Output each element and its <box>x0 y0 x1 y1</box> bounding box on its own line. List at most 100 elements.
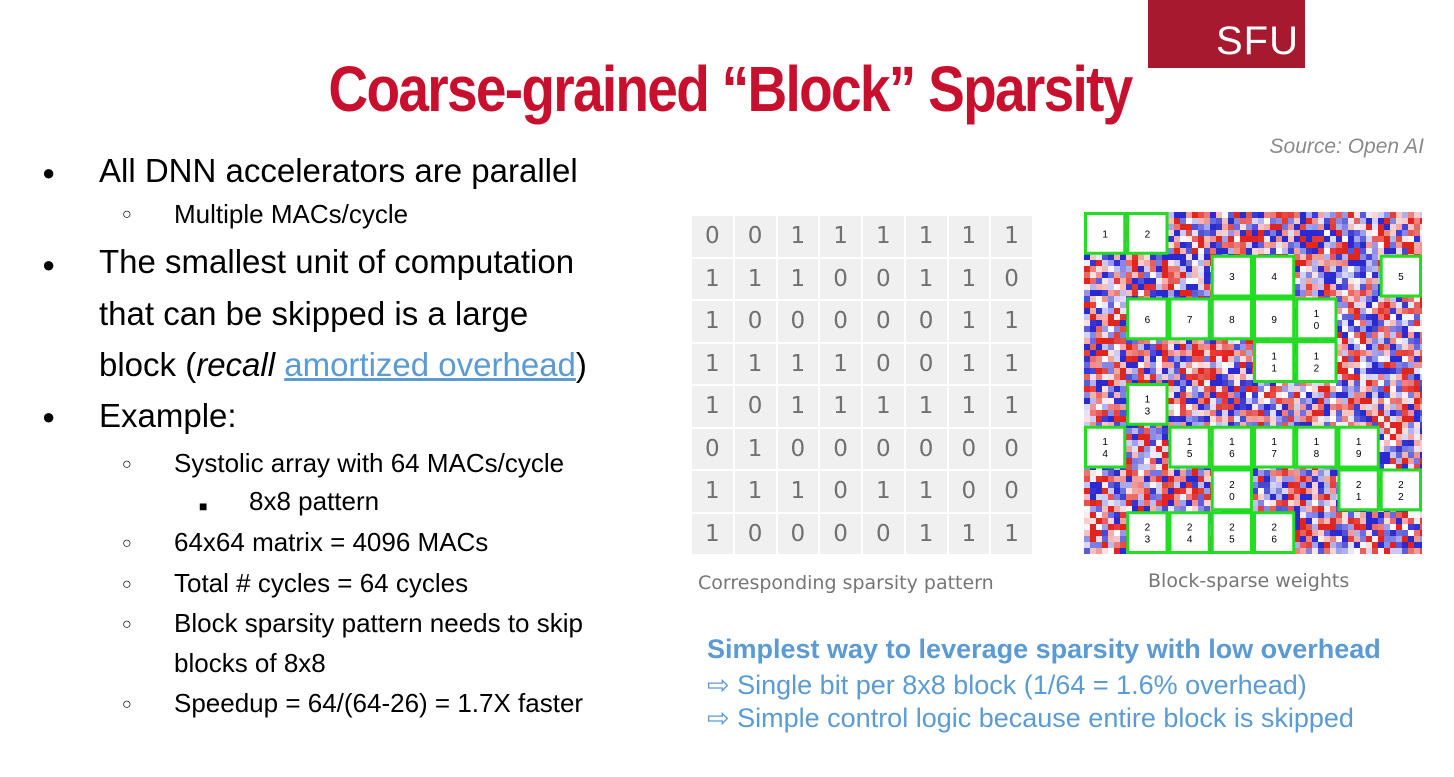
pattern-cell: 1 <box>692 513 733 554</box>
pattern-cell: 0 <box>734 386 776 427</box>
pattern-cell: 0 <box>777 301 819 342</box>
pattern-cell: 1 <box>991 513 1032 554</box>
pattern-cell: 1 <box>692 386 733 427</box>
sparse-block: 7 <box>1168 297 1211 341</box>
sparse-block: 24 <box>1168 511 1211 554</box>
block-label: 6 <box>1145 315 1151 326</box>
sparse-block: 9 <box>1253 297 1296 341</box>
pattern-cell: 0 <box>777 513 819 554</box>
pattern-cell: 0 <box>820 471 861 512</box>
block-label: 1 <box>1271 352 1277 363</box>
bullet-circle-icon: ○ <box>122 456 132 473</box>
block-label: 2 <box>1398 480 1404 491</box>
pattern-cell: 1 <box>991 386 1032 427</box>
block-label: 6 <box>1271 535 1277 546</box>
pattern-cell: 0 <box>734 301 776 342</box>
sparse-block: 1 <box>1084 212 1127 255</box>
block-label: 8 <box>1314 449 1320 460</box>
sparsity-pattern-caption: Corresponding sparsity pattern <box>698 572 994 594</box>
pattern-cell: 1 <box>991 216 1032 257</box>
block-label: 2 <box>1187 523 1193 534</box>
block-text: block ( <box>99 346 197 383</box>
bullet-parallel: All DNN accelerators are parallel <box>99 152 578 189</box>
block-label: 6 <box>1229 449 1235 460</box>
block-label: 1 <box>1102 229 1108 240</box>
block-label: 2 <box>1271 523 1277 534</box>
pattern-cell: 1 <box>948 386 990 427</box>
sub-bullet-systolic: Systolic array with 64 MACs/cycle <box>174 448 565 478</box>
pattern-cell: 0 <box>820 428 861 469</box>
slide-title: Coarse-grained “Block” Sparsity <box>328 53 1133 125</box>
pattern-cell: 1 <box>692 258 733 299</box>
sub-bullet-matrix: 64x64 matrix = 4096 MACs <box>174 527 489 557</box>
block-label: 2 <box>1314 364 1320 375</box>
sparse-block: 19 <box>1337 425 1380 469</box>
block-label: 3 <box>1145 535 1151 546</box>
sparse-block: 12 <box>1295 340 1338 383</box>
pattern-cell: 1 <box>820 386 861 427</box>
callout-title: Simplest way to leverage sparsity with l… <box>707 634 1381 664</box>
block-label: 1 <box>1314 309 1320 320</box>
sub-bullet-speedup: Speedup = 64/(64-26) = 1.7X faster <box>174 688 584 718</box>
block-label: 7 <box>1187 315 1193 326</box>
block-label: 5 <box>1187 449 1193 460</box>
pattern-cell: 0 <box>991 258 1032 299</box>
pattern-cell: 0 <box>991 428 1032 469</box>
sparse-block: 20 <box>1210 468 1253 512</box>
pattern-cell: 0 <box>863 428 904 469</box>
sparse-block: 21 <box>1337 468 1380 512</box>
pattern-cell: 1 <box>905 216 947 257</box>
block-label: 0 <box>1314 321 1320 332</box>
pattern-cell: 1 <box>777 258 819 299</box>
pattern-cell: 1 <box>734 258 776 299</box>
pattern-cell: 0 <box>734 216 776 257</box>
sparse-block: 10 <box>1295 297 1338 341</box>
pattern-cell: 1 <box>777 216 819 257</box>
sub-bullet-block-pattern-line1: Block sparsity pattern needs to skip <box>174 608 583 638</box>
block-label: 9 <box>1271 315 1277 326</box>
source-note: Source: Open AI <box>1269 135 1424 158</box>
bullet-disc-icon: ● <box>42 252 56 277</box>
block-label: 3 <box>1229 272 1235 283</box>
pattern-cell: 0 <box>948 471 990 512</box>
block-label: 1 <box>1102 437 1108 448</box>
logo-text: SFU <box>1216 19 1299 63</box>
block-label: 3 <box>1145 406 1151 417</box>
sub-bullet-block-pattern-line2: blocks of 8x8 <box>174 648 326 678</box>
pattern-cell: 1 <box>948 258 990 299</box>
pattern-cell: 1 <box>734 343 776 384</box>
block-label: 4 <box>1271 272 1277 283</box>
sparse-block: 15 <box>1168 425 1211 469</box>
block-label: 1 <box>1356 492 1362 503</box>
pattern-cell: 0 <box>820 513 861 554</box>
pattern-cell: 0 <box>991 471 1032 512</box>
amortized-overhead-link[interactable]: amortized overhead <box>284 346 576 383</box>
pattern-cell: 1 <box>948 301 990 342</box>
block-label: 1 <box>1229 437 1235 448</box>
block-label: 2 <box>1356 480 1362 491</box>
pattern-cell: 1 <box>692 301 733 342</box>
pattern-cell: 1 <box>991 343 1032 384</box>
pattern-cell: 0 <box>692 428 733 469</box>
callout-line-overhead: ⇨ Single bit per 8x8 block (1/64 = 1.6% … <box>707 670 1307 700</box>
block-sparse-caption: Block-sparse weights <box>1148 570 1350 592</box>
recall-text: recall <box>196 346 276 383</box>
block-label: 1 <box>1187 437 1193 448</box>
block-label: 1 <box>1314 437 1320 448</box>
pattern-cell: 1 <box>863 471 904 512</box>
block-label: 4 <box>1187 535 1193 546</box>
sparse-block: 23 <box>1126 511 1169 554</box>
pattern-cell: 1 <box>905 386 947 427</box>
pattern-cell: 0 <box>863 343 904 384</box>
pattern-cell: 1 <box>863 216 904 257</box>
sparse-block: 26 <box>1253 511 1296 554</box>
block-label: 0 <box>1229 492 1235 503</box>
block-label: 1 <box>1314 352 1320 363</box>
block-label: 9 <box>1356 449 1362 460</box>
sparse-block: 25 <box>1210 511 1253 554</box>
pattern-cell: 0 <box>734 513 776 554</box>
callout-line-control: ⇨ Simple control logic because entire bl… <box>707 703 1354 733</box>
block-label: 1 <box>1145 394 1151 405</box>
pattern-cell: 1 <box>777 471 819 512</box>
bullet-smallest-unit-line1: The smallest unit of computation <box>99 243 575 280</box>
